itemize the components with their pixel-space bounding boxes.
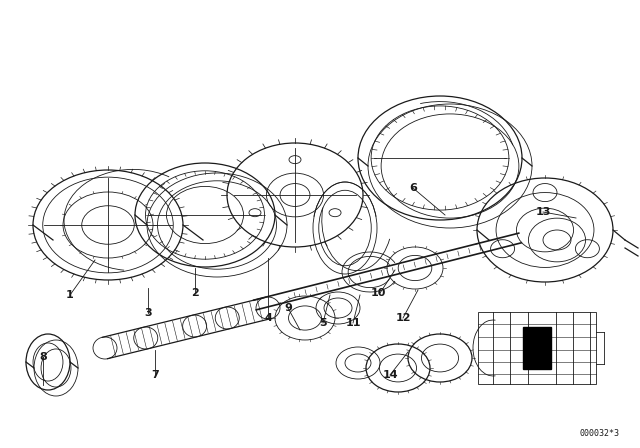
Text: 8: 8	[39, 352, 47, 362]
Text: 6: 6	[409, 183, 417, 193]
Text: 11: 11	[345, 318, 361, 328]
Text: 9: 9	[284, 303, 292, 313]
Text: 3: 3	[144, 308, 152, 318]
Bar	[523, 327, 551, 369]
Text: 10: 10	[371, 288, 386, 298]
Text: 13: 13	[535, 207, 550, 217]
Text: 000032*3: 000032*3	[580, 429, 620, 438]
Text: 2: 2	[191, 288, 199, 298]
Text: 1: 1	[66, 290, 74, 300]
Bar	[478, 312, 596, 384]
Text: 5: 5	[319, 318, 327, 328]
Text: 14: 14	[382, 370, 398, 380]
Text: 4: 4	[264, 313, 272, 323]
Text: 12: 12	[396, 313, 411, 323]
Text: 7: 7	[151, 370, 159, 380]
